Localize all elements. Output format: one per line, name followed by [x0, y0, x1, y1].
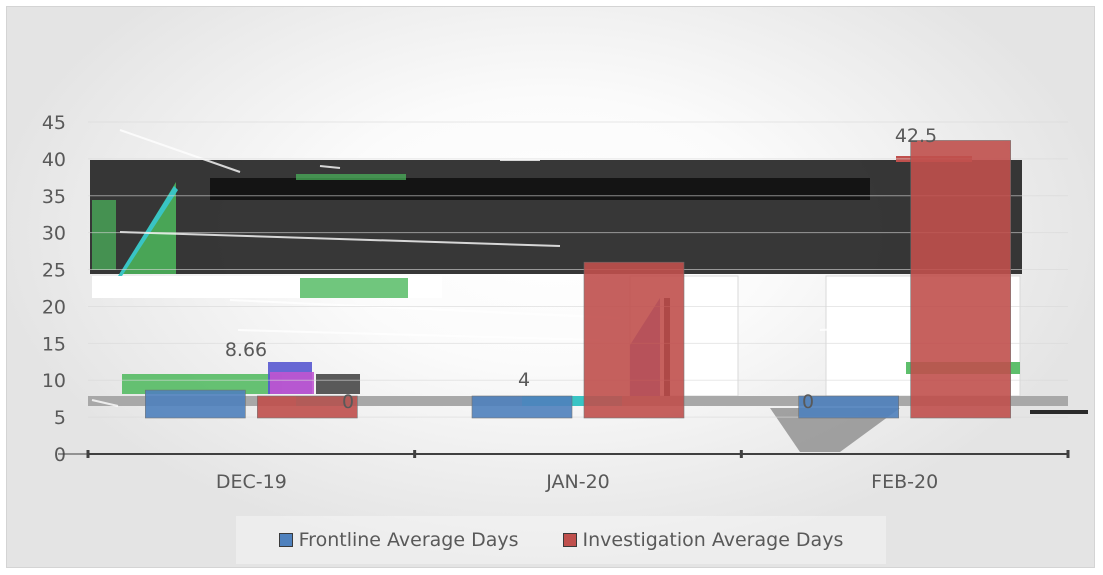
- data-label: 4: [518, 369, 530, 391]
- chart-legend: Frontline Average Days Investigation Ave…: [236, 516, 886, 564]
- chart-bars: [145, 140, 1011, 419]
- bar-investigation: [583, 261, 685, 419]
- render-artifact: [210, 178, 870, 200]
- y-tick-label: 25: [42, 260, 66, 282]
- bar-frontline: [145, 389, 246, 419]
- x-tick-label: DEC-19: [216, 471, 287, 493]
- y-tick-label: 35: [42, 186, 66, 208]
- render-artifact: [237, 329, 601, 341]
- legend-swatch-investigation: [562, 533, 577, 547]
- legend-label-frontline: Frontline Average Days: [298, 529, 519, 551]
- render-artifact: [118, 186, 178, 276]
- render-artifact: [90, 160, 870, 274]
- x-tick-label: FEB-20: [871, 471, 938, 493]
- bar-investigation: [257, 395, 358, 419]
- chart-data-labels: 8.66 0 4 0 42.5: [225, 125, 937, 413]
- render-artifact: [119, 231, 561, 247]
- y-tick-label: 15: [42, 333, 66, 355]
- y-tick-label: 10: [42, 370, 66, 392]
- render-artifact: [1030, 410, 1088, 414]
- legend-swatch-frontline: [278, 533, 293, 547]
- render-artifact: [122, 374, 282, 394]
- legend-item-investigation: Investigation Average Days: [562, 529, 844, 551]
- render-artifact: [229, 299, 621, 319]
- render-artifact: [92, 200, 116, 270]
- bar-investigation: [910, 140, 1011, 419]
- render-artifact: [91, 399, 119, 407]
- y-tick-label: 5: [54, 407, 66, 429]
- x-tick-label: JAN-20: [545, 471, 610, 493]
- y-tick-label: 20: [42, 296, 66, 318]
- data-label: 0: [342, 391, 354, 413]
- render-artifact: [119, 129, 241, 173]
- y-tick-label: 0: [54, 444, 66, 466]
- data-label: 8.66: [225, 339, 267, 361]
- legend-item-frontline: Frontline Average Days: [278, 529, 519, 551]
- data-label: 0: [802, 391, 814, 413]
- render-artifact: [770, 408, 900, 452]
- render-artifact: [316, 374, 360, 394]
- bar-frontline: [798, 395, 899, 419]
- bar-frontline: [471, 395, 573, 419]
- y-tick-label: 40: [42, 149, 66, 171]
- render-artifact: [296, 174, 406, 180]
- render-artifact: [319, 165, 341, 169]
- y-tick-label: 30: [42, 223, 66, 245]
- render-artifact: [300, 278, 408, 298]
- render-artifact: [270, 372, 314, 394]
- y-tick-label: 45: [42, 112, 66, 134]
- legend-label-investigation: Investigation Average Days: [582, 529, 844, 551]
- data-label: 42.5: [895, 125, 937, 147]
